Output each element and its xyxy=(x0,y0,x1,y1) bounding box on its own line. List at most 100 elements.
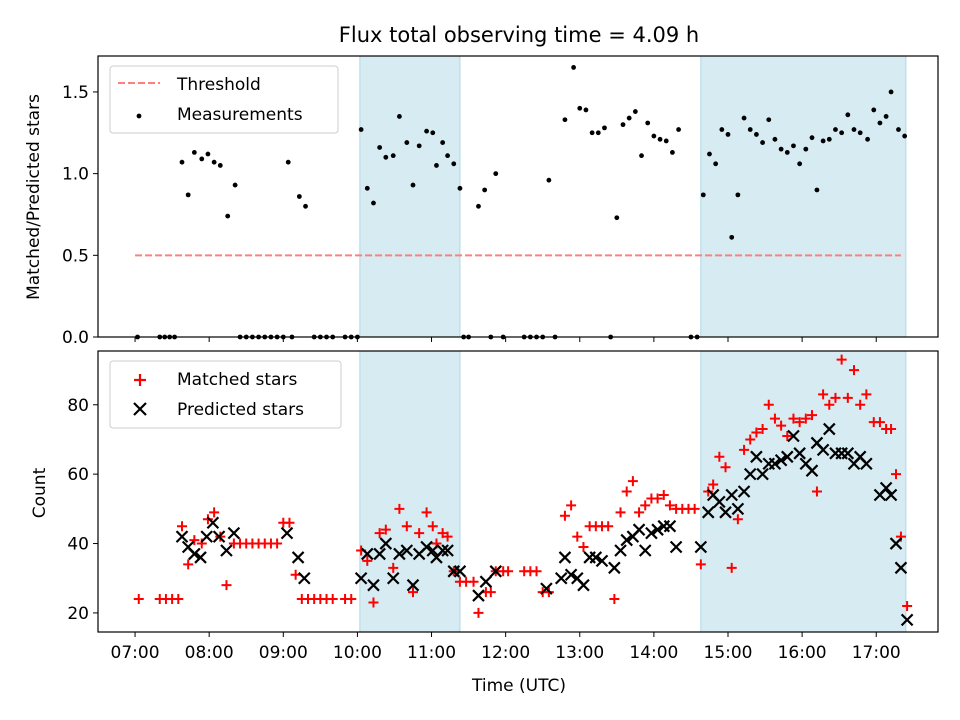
bottom-x-tick-label: 09:00 xyxy=(259,643,308,663)
predicted-stars-point xyxy=(608,561,621,575)
predicted-stars-point xyxy=(750,450,763,464)
predicted-stars-point xyxy=(823,422,836,436)
matched-stars-point xyxy=(189,535,200,546)
bottom-x-ticks: 07:00 08:00 09:00 10:00 11:00 12:00 13:00 14:00… xyxy=(111,632,901,663)
predicted-stars-point xyxy=(894,561,908,575)
matched-stars-point xyxy=(627,476,638,487)
matched-stars-point xyxy=(861,389,872,400)
matched-stars-point xyxy=(874,417,885,428)
predicted-stars-point xyxy=(737,485,751,498)
predicted-stars-point xyxy=(367,578,380,592)
predicted-stars-point xyxy=(554,571,568,585)
measurement-point xyxy=(225,213,231,219)
matched-stars-point xyxy=(776,420,787,431)
predicted-stars-point xyxy=(620,533,633,547)
predicted-stars-point xyxy=(645,526,658,540)
predicted-stars-point xyxy=(420,540,433,554)
measurement-point xyxy=(713,161,719,167)
measurement-point xyxy=(424,128,429,134)
matched-stars-point xyxy=(726,562,737,573)
measurement-point xyxy=(285,159,291,165)
legend-measurements-swatch xyxy=(136,113,142,119)
top-legend: Threshold Measurements xyxy=(109,65,339,134)
matched-stars-point xyxy=(468,576,479,587)
shaded-interval xyxy=(359,55,461,338)
matched-stars-point xyxy=(408,587,418,598)
top-legend-box xyxy=(109,65,339,134)
predicted-stars-point xyxy=(212,530,226,543)
matched-stars-point xyxy=(183,559,194,570)
shaded-interval xyxy=(700,55,907,338)
measurement-point xyxy=(772,136,778,142)
matched-stars-point xyxy=(290,569,301,580)
matched-stars-point xyxy=(572,531,583,542)
matched-stars-point xyxy=(830,392,841,403)
bottom-y-axis-label: Count xyxy=(30,467,50,518)
predicted-stars-point xyxy=(663,519,677,533)
matched-stars-point xyxy=(664,500,675,511)
predicted-stars-point xyxy=(595,554,609,568)
measurement-point xyxy=(725,132,731,137)
matched-stars-point xyxy=(732,514,743,525)
measurement-point xyxy=(440,140,446,145)
matched-stars-point xyxy=(788,413,799,424)
top-y-tick-label: 1.5 xyxy=(62,83,89,103)
measurement-point xyxy=(902,133,908,139)
matched-stars-point xyxy=(689,503,700,514)
top-x-ticks xyxy=(134,337,877,342)
x-axis-label: Time (UTC) xyxy=(471,676,566,696)
predicted-stars-point xyxy=(756,467,769,481)
legend-threshold-label: Threshold xyxy=(176,75,261,95)
matched-stars-point xyxy=(811,486,822,497)
predicted-stars-point xyxy=(436,544,449,557)
bottom-x-tick-label: 17:00 xyxy=(852,643,901,663)
bottom-x-tick-label: 13:00 xyxy=(555,643,604,663)
measurement-point xyxy=(577,105,583,111)
predicted-stars-point xyxy=(768,457,782,471)
measurement-point xyxy=(179,159,185,165)
measurement-point xyxy=(809,135,815,141)
measurement-point xyxy=(896,127,901,132)
matched-stars-point xyxy=(427,521,438,532)
bottom-x-tick-label: 10:00 xyxy=(333,643,382,663)
measurement-point xyxy=(476,203,481,209)
measurement-point xyxy=(364,185,370,191)
predicted-stars-point xyxy=(713,495,726,509)
matched-stars-point xyxy=(745,434,756,445)
predicted-stars-point xyxy=(719,506,732,519)
legend-matched-swatch xyxy=(134,374,146,386)
measurement-point xyxy=(741,115,747,121)
predicted-stars-point xyxy=(298,571,311,585)
predicted-stars-point xyxy=(400,544,414,557)
predicted-stars-point xyxy=(701,506,715,519)
matched-stars-point xyxy=(621,486,632,497)
predicted-stars-point xyxy=(805,464,819,477)
predicted-stars-point xyxy=(441,544,454,557)
predicted-stars-point xyxy=(781,450,794,464)
predicted-stars-point xyxy=(354,571,368,585)
measurement-point xyxy=(670,149,675,155)
predicted-stars-point xyxy=(227,526,241,540)
measurement-point xyxy=(676,127,681,132)
top-y-ticks: 0.0 0.5 1.0 1.5 xyxy=(62,83,98,348)
matched-stars-point xyxy=(221,580,232,591)
bottom-y-ticks: 20 40 60 80 xyxy=(67,396,98,624)
predicted-stars-point xyxy=(200,530,213,543)
bottom-x-tick-label: 07:00 xyxy=(111,643,160,663)
matched-stars-point xyxy=(531,566,542,577)
bottom-shaded-intervals xyxy=(359,350,907,633)
predicted-stars-point xyxy=(291,551,305,564)
measurement-point xyxy=(493,171,499,177)
predicted-stars-series xyxy=(175,422,914,627)
measurement-point xyxy=(416,143,422,149)
predicted-stars-point xyxy=(577,578,590,592)
matched-stars-point xyxy=(368,597,379,608)
measurement-point xyxy=(719,127,725,132)
top-axes-frame xyxy=(97,55,939,338)
matched-stars-series xyxy=(133,354,913,618)
measurement-point xyxy=(589,130,595,136)
predicted-stars-point xyxy=(280,526,294,540)
predicted-stars-point xyxy=(725,488,738,502)
matched-stars-point xyxy=(634,507,645,518)
matched-stars-point xyxy=(708,479,719,490)
